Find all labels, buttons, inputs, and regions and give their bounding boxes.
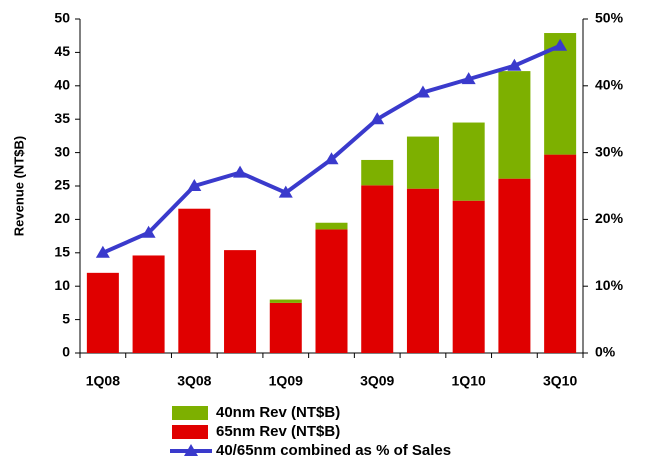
y2-tick-label: 50% bbox=[595, 10, 624, 26]
y2-tick-label: 30% bbox=[595, 143, 624, 159]
y2-tick-label: 20% bbox=[595, 210, 624, 226]
y2-tick-label: 0% bbox=[595, 344, 616, 360]
bar bbox=[269, 302, 302, 353]
y-tick-label: 20 bbox=[54, 210, 70, 226]
marker bbox=[507, 58, 522, 71]
bar bbox=[315, 229, 348, 353]
bar bbox=[132, 255, 165, 353]
y-tick-label: 50 bbox=[54, 10, 70, 26]
marker bbox=[415, 85, 430, 98]
bar bbox=[452, 200, 485, 353]
y-tick-label: 30 bbox=[54, 143, 70, 159]
y-tick-label: 10 bbox=[54, 277, 70, 293]
legend-label: 40nm Rev (NT$B) bbox=[216, 404, 340, 421]
bar bbox=[544, 33, 577, 155]
bar bbox=[452, 122, 485, 201]
x-tick-label: 1Q09 bbox=[269, 373, 303, 389]
marker bbox=[370, 112, 385, 125]
marker bbox=[141, 225, 156, 238]
x-tick-label: 3Q09 bbox=[360, 373, 394, 389]
bar bbox=[361, 185, 394, 353]
x-tick-label: 1Q08 bbox=[86, 373, 120, 389]
marker bbox=[233, 165, 248, 178]
bar bbox=[224, 250, 257, 353]
marker bbox=[461, 72, 476, 85]
marker bbox=[95, 245, 110, 258]
y-tick-label: 25 bbox=[54, 177, 70, 193]
x-tick-label: 3Q10 bbox=[543, 373, 577, 389]
line bbox=[102, 43, 561, 255]
x-tick-label: 1Q10 bbox=[452, 373, 486, 389]
bar bbox=[498, 178, 531, 353]
y-axis-label: Revenue (NT$B) bbox=[11, 136, 26, 236]
bar bbox=[406, 188, 439, 353]
bar bbox=[86, 272, 119, 353]
bar bbox=[544, 154, 577, 353]
bar bbox=[498, 71, 531, 179]
bar bbox=[361, 159, 394, 186]
marker bbox=[324, 152, 339, 165]
y-tick-label: 35 bbox=[54, 110, 70, 126]
legend-swatch bbox=[172, 425, 208, 439]
y2-tick-label: 40% bbox=[595, 77, 624, 93]
y-tick-label: 40 bbox=[54, 77, 70, 93]
bar bbox=[178, 208, 211, 353]
x-tick-label: 3Q08 bbox=[177, 373, 211, 389]
legend-label: 65nm Rev (NT$B) bbox=[216, 423, 340, 440]
y-tick-label: 45 bbox=[54, 43, 70, 59]
marker bbox=[553, 38, 568, 51]
legend-label: 40/65nm combined as % of Sales bbox=[216, 442, 451, 459]
y-tick-label: 15 bbox=[54, 244, 70, 260]
bar bbox=[406, 136, 439, 189]
marker bbox=[278, 185, 293, 198]
y2-tick-label: 10% bbox=[595, 277, 624, 293]
y-tick-label: 0 bbox=[62, 344, 70, 360]
legend-swatch bbox=[184, 444, 198, 456]
legend-swatch bbox=[172, 406, 208, 420]
y-tick-label: 5 bbox=[62, 310, 70, 326]
bar bbox=[269, 299, 302, 303]
marker bbox=[187, 179, 202, 191]
bar bbox=[315, 222, 348, 230]
